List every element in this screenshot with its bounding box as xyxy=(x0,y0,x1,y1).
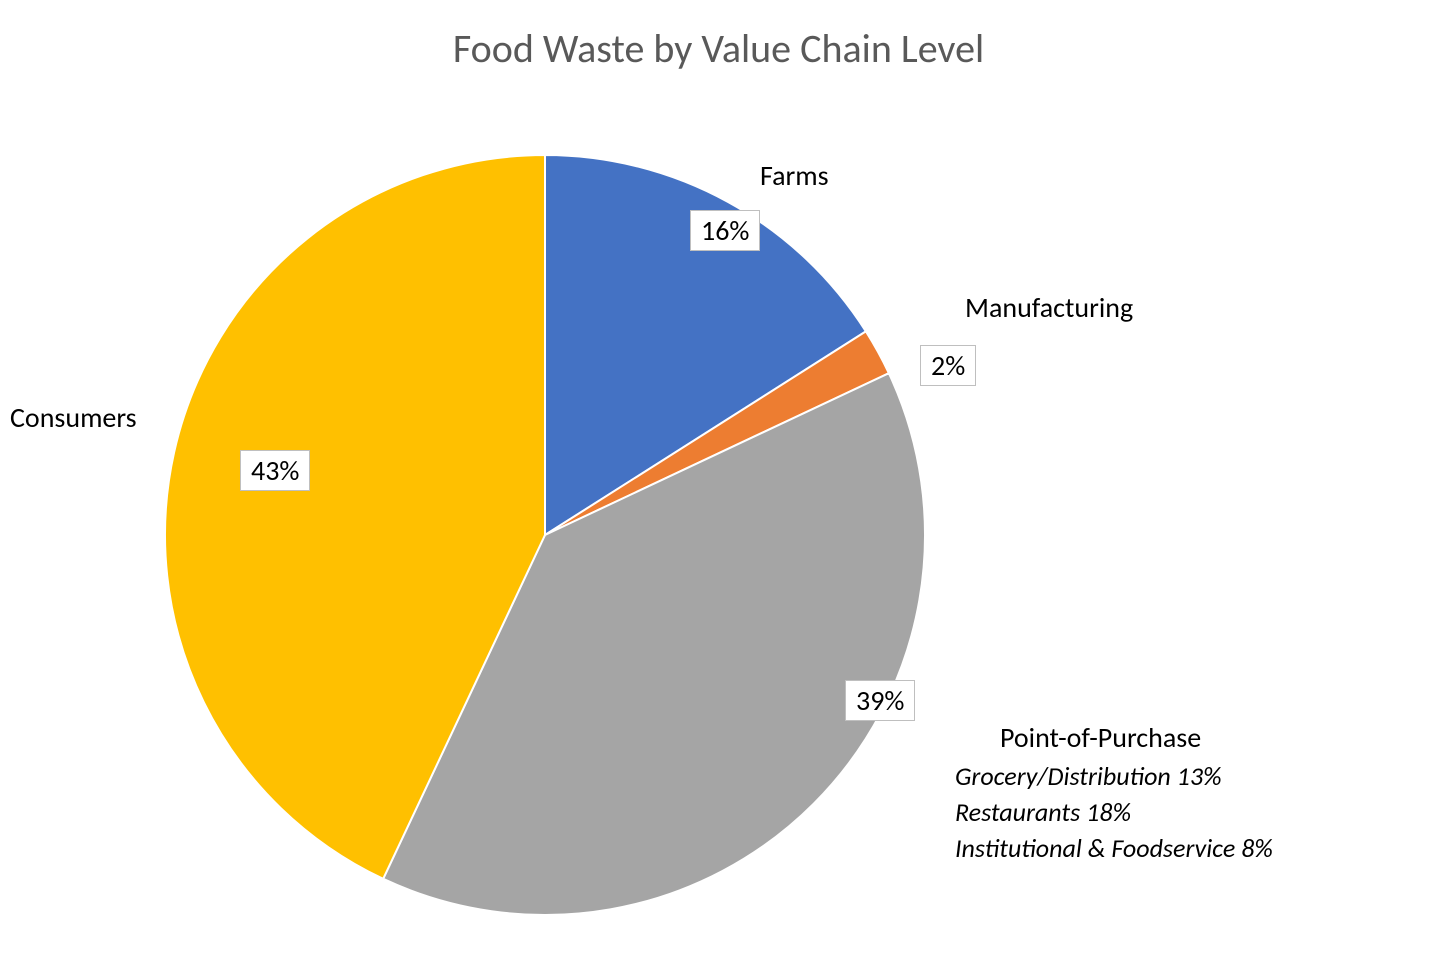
pie-chart xyxy=(163,153,927,922)
chart-title: Food Waste by Value Chain Level xyxy=(0,24,1437,73)
slice-sublabel-point-of-purchase-2: Institutional & Foodservice 8% xyxy=(955,832,1273,864)
slice-label-consumers: Consumers xyxy=(10,400,137,435)
slice-sublabel-point-of-purchase-0: Grocery/Distribution 13% xyxy=(955,760,1222,792)
pie-svg xyxy=(163,153,927,917)
slice-pct-manufacturing: 2% xyxy=(920,345,976,386)
slice-label-manufacturing: Manufacturing xyxy=(965,290,1133,325)
slice-label-point-of-purchase: Point-of-Purchase xyxy=(1000,720,1201,755)
slice-label-farms: Farms xyxy=(760,158,829,193)
slice-pct-farms: 16% xyxy=(690,210,760,251)
slice-pct-point-of-purchase: 39% xyxy=(845,680,915,721)
slice-pct-consumers: 43% xyxy=(240,450,310,491)
slice-sublabel-point-of-purchase-1: Restaurants 18% xyxy=(955,796,1131,828)
